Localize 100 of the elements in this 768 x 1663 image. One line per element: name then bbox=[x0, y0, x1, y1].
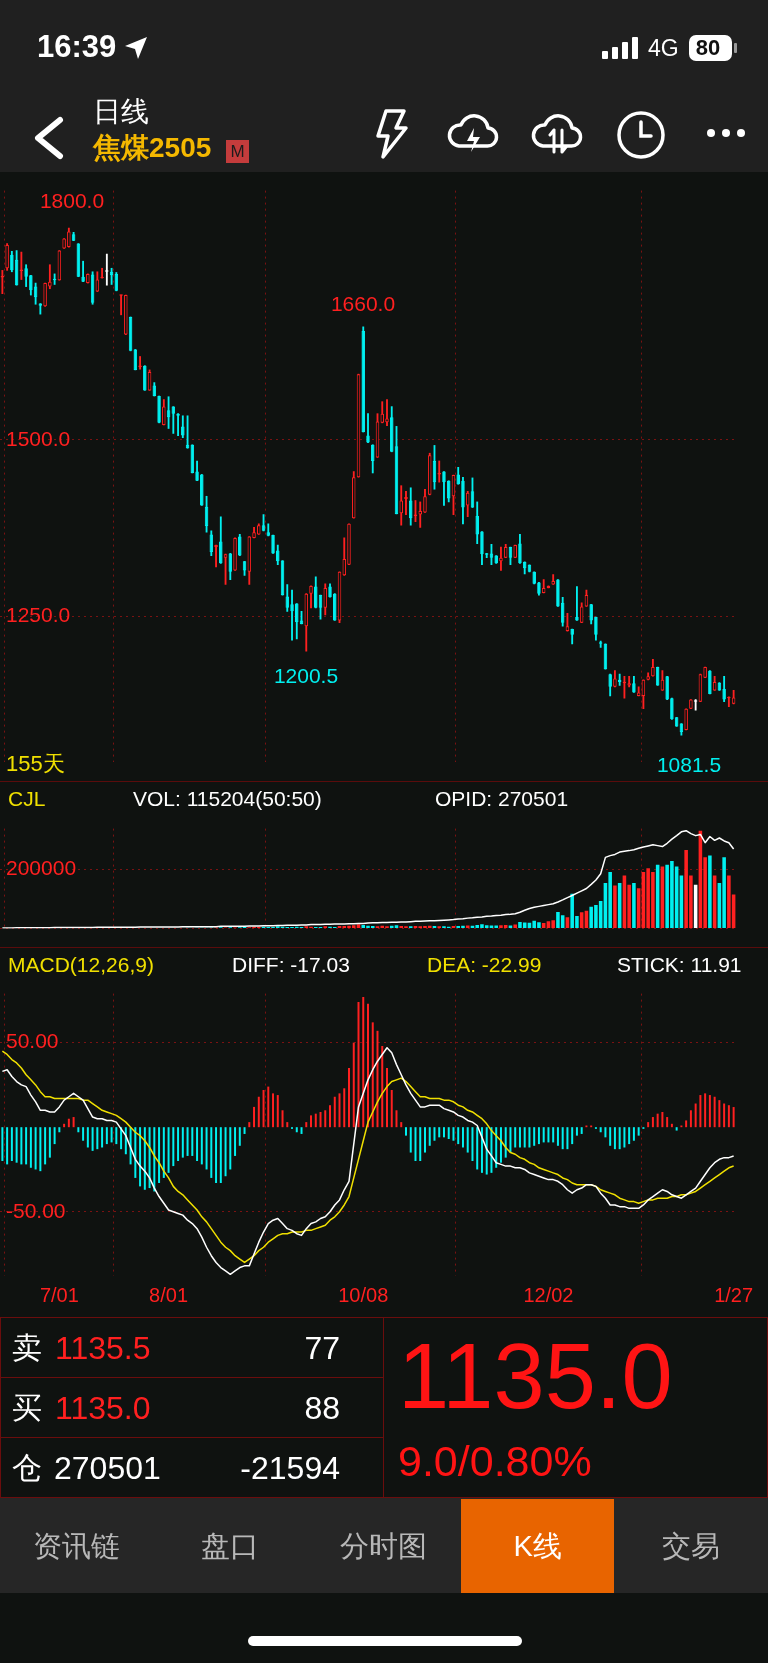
candlestick bbox=[276, 544, 280, 566]
bar bbox=[608, 872, 612, 928]
bar bbox=[613, 885, 617, 928]
candlestick bbox=[556, 579, 560, 607]
candlestick bbox=[518, 534, 522, 564]
bar bbox=[485, 1127, 488, 1175]
bar bbox=[718, 1100, 721, 1128]
bar bbox=[689, 1110, 692, 1128]
annotation: 1660.0 bbox=[330, 292, 396, 315]
bar bbox=[542, 1127, 545, 1143]
candlestick bbox=[513, 544, 517, 559]
candlestick bbox=[5, 243, 9, 271]
bar bbox=[276, 1095, 279, 1128]
candlestick bbox=[223, 553, 228, 585]
text: 1135.0 bbox=[55, 1390, 151, 1426]
candlestick bbox=[366, 413, 370, 443]
candlestick bbox=[651, 659, 655, 677]
text: OPID: 270501 bbox=[435, 787, 569, 810]
bar bbox=[333, 1096, 336, 1128]
text: 270501 bbox=[54, 1450, 161, 1486]
bar bbox=[508, 925, 513, 928]
bar bbox=[356, 924, 361, 928]
text: K线 bbox=[460, 1499, 615, 1593]
bar bbox=[494, 925, 498, 928]
candlestick bbox=[570, 628, 574, 645]
text: 仓 bbox=[12, 1451, 42, 1484]
candlestick bbox=[342, 537, 347, 576]
chart-title: CJL bbox=[8, 787, 46, 810]
candlestick bbox=[266, 523, 271, 537]
candlestick bbox=[162, 399, 166, 426]
bar bbox=[551, 920, 555, 928]
candlestick bbox=[684, 708, 688, 731]
bar bbox=[727, 875, 731, 928]
candlestick bbox=[43, 282, 47, 307]
text: -21594 bbox=[240, 1450, 340, 1486]
annotation: 155天 bbox=[6, 751, 65, 776]
candlestick bbox=[290, 589, 294, 641]
candlestick bbox=[499, 546, 503, 571]
bar bbox=[351, 925, 356, 928]
bar bbox=[371, 1022, 374, 1128]
bar bbox=[15, 1127, 18, 1163]
bar bbox=[305, 1122, 308, 1128]
bar bbox=[632, 1127, 635, 1141]
candlestick bbox=[532, 571, 536, 585]
candlestick bbox=[608, 673, 612, 697]
bar bbox=[158, 1127, 161, 1183]
chart-subtitle: 焦煤2505 bbox=[93, 132, 212, 163]
candlestick bbox=[551, 574, 555, 585]
bar bbox=[395, 1110, 398, 1128]
candlestick bbox=[233, 537, 237, 571]
text: 卖 bbox=[12, 1331, 42, 1364]
candlestick bbox=[332, 593, 337, 621]
bar bbox=[300, 1127, 303, 1134]
candlestick bbox=[10, 250, 14, 273]
text: 买 bbox=[12, 1391, 42, 1424]
bar bbox=[694, 1103, 697, 1128]
candlestick bbox=[575, 586, 579, 621]
bar bbox=[167, 1127, 170, 1173]
bar bbox=[361, 924, 366, 928]
bar bbox=[575, 1127, 578, 1136]
bar bbox=[509, 1127, 512, 1153]
bar bbox=[400, 1122, 403, 1128]
bar bbox=[489, 925, 494, 928]
bar bbox=[518, 921, 522, 928]
candlestick bbox=[646, 672, 650, 681]
candlestick bbox=[323, 583, 328, 616]
candlestick bbox=[309, 585, 313, 609]
bar bbox=[362, 996, 365, 1128]
candlestick bbox=[351, 471, 356, 519]
candlestick bbox=[442, 471, 446, 506]
y-tick-label: 50.00 bbox=[6, 1029, 59, 1053]
candlestick bbox=[24, 264, 28, 287]
bar bbox=[389, 925, 394, 928]
bar bbox=[394, 925, 399, 928]
candlestick bbox=[304, 593, 309, 652]
candlestick bbox=[143, 365, 147, 391]
candlestick bbox=[361, 326, 366, 433]
candlestick bbox=[86, 273, 90, 284]
bar bbox=[215, 1127, 218, 1183]
candlestick bbox=[285, 584, 290, 612]
y-tick-label: 1250.0 bbox=[6, 603, 71, 627]
text: VOL: 115204(50:50) bbox=[133, 787, 322, 810]
text: DEA: -22.99 bbox=[427, 953, 542, 976]
candlestick bbox=[461, 476, 465, 525]
candlestick bbox=[399, 485, 404, 526]
bar bbox=[162, 1127, 165, 1178]
bar bbox=[514, 1127, 517, 1148]
bar bbox=[556, 911, 560, 928]
candlestick bbox=[200, 474, 204, 506]
bar bbox=[224, 1127, 227, 1177]
candlestick bbox=[703, 666, 707, 679]
text: 16:39 bbox=[37, 29, 117, 64]
candlestick bbox=[380, 401, 385, 424]
chart-title: 日线 bbox=[93, 96, 149, 127]
bar bbox=[428, 1127, 431, 1146]
x-tick-label: 8/01 bbox=[149, 1283, 189, 1306]
annotation: 1200.5 bbox=[273, 664, 339, 687]
candlestick bbox=[195, 460, 199, 482]
candlestick bbox=[313, 576, 318, 609]
bar bbox=[314, 1113, 317, 1128]
